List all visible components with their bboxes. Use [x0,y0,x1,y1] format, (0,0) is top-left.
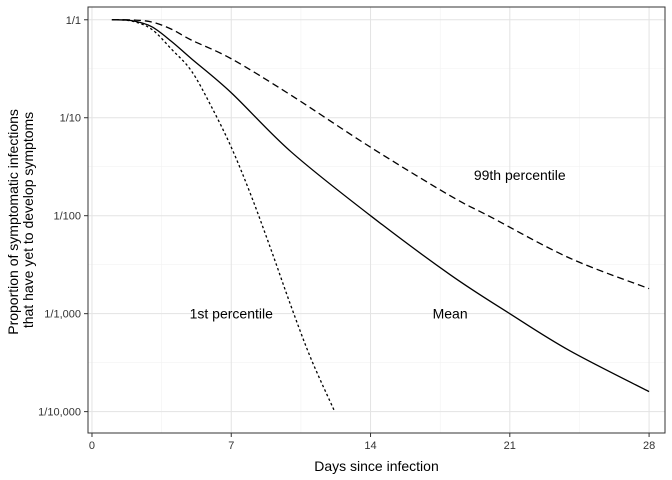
y-tick-label: 1/100 [53,211,81,223]
x-tick-label: 21 [504,440,516,452]
plot-panel-border [87,6,666,434]
x-axis-title: Days since infection [314,458,439,474]
x-tick-label: 7 [228,440,234,452]
y-tick-label: 1/1,000 [44,309,81,321]
y-axis-title: Proportion of symptomatic infections tha… [5,105,36,335]
annotation-label: Mean [433,306,468,322]
y-tick-label: 1/10 [60,113,81,125]
x-tick-label: 0 [89,440,95,452]
tick-layer: 0 7 14 21 28 1/1 1/10 1/100 1/1,000 1/10,000 [38,15,655,452]
annotation-label: 99th percentile [474,167,566,183]
series-line-dashed [111,19,650,290]
x-tick-label: 14 [364,440,376,452]
y-tick-label: 1/10,000 [38,407,81,419]
y-axis-title-line-1: Proportion of symptomatic infections [5,109,21,335]
annotation-layer: 99th percentile Mean 1st percentile [190,167,566,322]
series-layer [111,19,650,412]
annotation-label: 1st percentile [190,306,273,322]
series-line-solid [111,19,650,393]
y-tick-label: 1/1 [66,15,81,27]
y-axis-title-line-2: that have yet to develop symptoms [20,112,36,328]
grid-layer [88,7,665,433]
series-line-dotted [111,19,336,412]
x-tick-label: 28 [643,440,655,452]
